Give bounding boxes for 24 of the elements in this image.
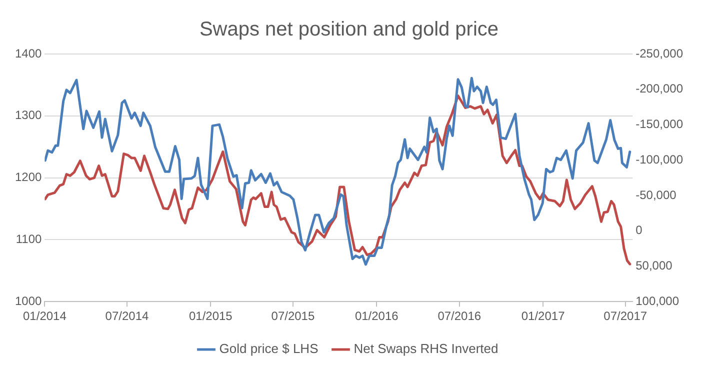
y-tick-label: 1300 [14, 108, 42, 122]
chart-title: Swaps net position and gold price [199, 18, 499, 41]
x-tick-label: 07/2015 [271, 309, 315, 324]
y2-tick-label: -50,000 [636, 188, 677, 202]
y2-tick-label: 0 [636, 223, 643, 238]
y2-tick-label: -250,000 [636, 46, 684, 60]
x-tick-label: 07/2017 [604, 309, 648, 324]
y2-tick-label: 100,000 [636, 294, 680, 308]
x-tick-label: 01/2017 [521, 309, 566, 324]
y2-tick-label: -100,000 [636, 152, 684, 166]
legend-label: Gold price $ LHS [219, 341, 319, 356]
y-tick-label: 1100 [16, 232, 42, 246]
y-tick-label: 1200 [14, 170, 42, 184]
y2-tick-label: -150,000 [636, 117, 684, 132]
x-tick-label: 01/2014 [23, 309, 67, 324]
x-tick-label: 01/2016 [354, 309, 399, 324]
y2-tick-label: -200,000 [636, 82, 684, 96]
legend-label: Net Swaps RHS Inverted [354, 341, 498, 356]
x-tick-label: 07/2014 [105, 309, 150, 324]
x-tick-label: 01/2015 [188, 309, 233, 324]
y-tick-label: 1000 [14, 294, 42, 308]
x-tick-label: 07/2016 [438, 309, 482, 324]
y-tick-label: 1400 [14, 46, 42, 60]
y2-tick-label: 50,000 [636, 258, 673, 273]
